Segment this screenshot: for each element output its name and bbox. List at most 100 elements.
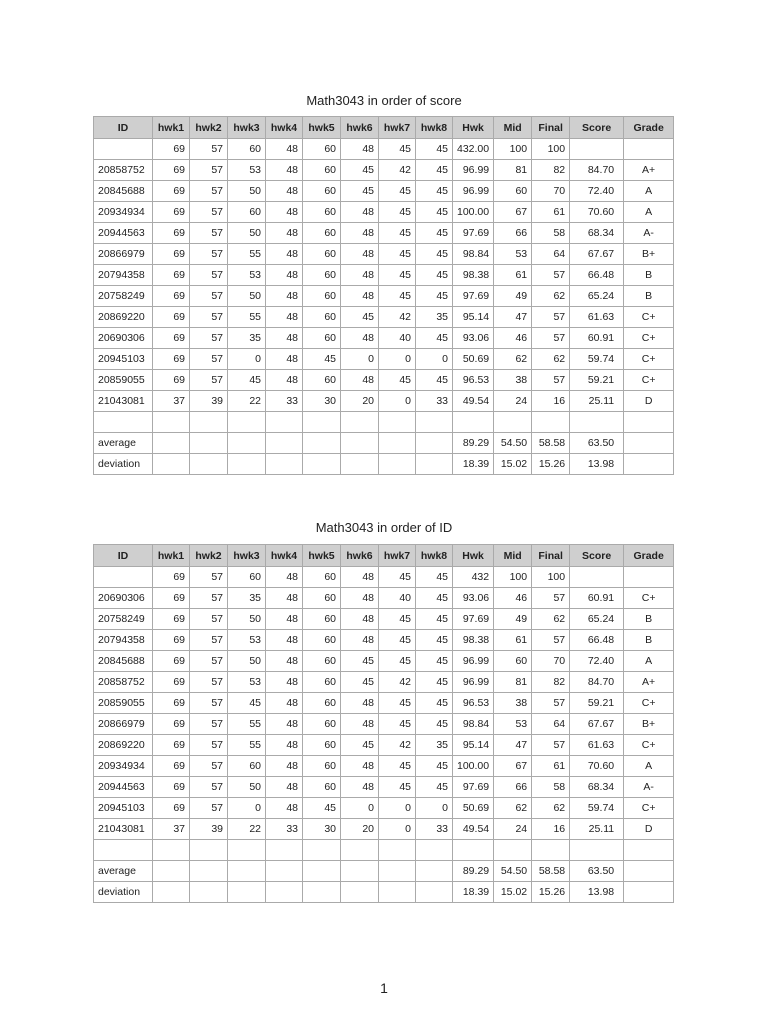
table-cell (227, 432, 266, 454)
table-cell: 60 (302, 243, 341, 265)
table-cell: 50.69 (451, 348, 495, 370)
table-cell: 49 (493, 285, 533, 307)
table-cell: 95.14 (451, 306, 495, 328)
column-header: hwk7 (378, 544, 416, 567)
table-cell: 60 (302, 306, 341, 328)
table-cell: 60 (302, 180, 341, 202)
table-cell: 69 (152, 692, 190, 714)
table-cell: 97.69 (451, 608, 495, 630)
table-cell: 72.40 (569, 650, 625, 672)
column-header: Grade (623, 544, 675, 567)
table-cell: 42 (378, 159, 416, 181)
table-cell (623, 411, 675, 433)
table-cell: 57 (189, 348, 228, 370)
column-header: hwk5 (302, 116, 341, 139)
table-cell: 69 (152, 180, 190, 202)
table-cell: 57 (531, 264, 571, 286)
table-cell: C+ (623, 327, 675, 349)
table-cell: 60 (302, 201, 341, 223)
table-cell: 20690306 (93, 587, 153, 609)
table-row: 21043081 37 39 22 33 30 20 0 33 49.54 24 16 25.11 D (93, 390, 675, 412)
table-cell: 20945103 (93, 348, 153, 370)
table-cell: C+ (623, 348, 675, 370)
table-cell: 20794358 (93, 264, 153, 286)
header-row: ID hwk1 hwk2 hwk3 hwk4 hwk5 hwk6 hwk7 hwk8 Hwk Mid… (93, 116, 675, 139)
table-cell: 69 (152, 264, 190, 286)
table-title-by-score: Math3043 in order of score (306, 93, 462, 108)
table-cell: A- (623, 776, 675, 798)
table-cell: 20934934 (93, 755, 153, 777)
table-cell: 60 (302, 222, 341, 244)
table-cell: 18.39 (451, 453, 495, 475)
column-header: hwk6 (340, 544, 379, 567)
table-cell: 45 (415, 692, 453, 714)
table-cell: B (623, 629, 675, 651)
table-cell: 48 (340, 201, 379, 223)
column-header: hwk1 (152, 544, 190, 567)
table-cell: 47 (493, 306, 533, 328)
table-cell: 57 (189, 734, 228, 756)
table-cell: 57 (189, 180, 228, 202)
table-cell: 89.29 (451, 860, 495, 882)
table-cell: 48 (340, 713, 379, 735)
table-cell: C+ (623, 734, 675, 756)
table-cell: 57 (531, 327, 571, 349)
table-cell: 50 (227, 285, 266, 307)
table-cell (340, 881, 379, 903)
table-cell: 53 (493, 243, 533, 265)
table-cell (93, 138, 153, 160)
table-cell: D (623, 390, 675, 412)
table-row: 69 57 60 48 60 48 45 45 432 100 100 (93, 566, 675, 588)
table-cell: 48 (265, 608, 303, 630)
table-cell: 69 (152, 587, 190, 609)
table-cell: 33 (415, 818, 453, 840)
table-cell: 35 (227, 327, 266, 349)
table-cell: 35 (415, 734, 453, 756)
table-cell: 69 (152, 566, 190, 588)
table-cell (227, 881, 266, 903)
table-cell: 59.74 (569, 348, 625, 370)
table-cell (531, 839, 571, 861)
table-cell: 60 (493, 650, 533, 672)
table-cell: 20794358 (93, 629, 153, 651)
table-cell: 38 (493, 692, 533, 714)
table-cell (227, 411, 266, 433)
table-cell: 96.99 (451, 650, 495, 672)
table-cell: 72.40 (569, 180, 625, 202)
table-cell: 0 (378, 348, 416, 370)
column-header: hwk8 (415, 544, 453, 567)
table-cell: 45 (378, 264, 416, 286)
table-cell (569, 839, 625, 861)
table-cell: 21043081 (93, 390, 153, 412)
table-cell: 96.99 (451, 671, 495, 693)
table-cell: 432.00 (451, 138, 495, 160)
table-cell: 0 (227, 348, 266, 370)
table-cell (623, 860, 675, 882)
table-cell: 68.34 (569, 222, 625, 244)
table-cell: 0 (378, 797, 416, 819)
table-cell: 33 (415, 390, 453, 412)
column-header: hwk8 (415, 116, 453, 139)
table-cell: 48 (340, 629, 379, 651)
table-cell (623, 839, 675, 861)
column-header: hwk3 (227, 544, 266, 567)
table-cell (265, 881, 303, 903)
table-cell: deviation (93, 881, 153, 903)
table-cell: 48 (265, 692, 303, 714)
column-header: ID (93, 544, 153, 567)
table-cell: 64 (531, 243, 571, 265)
table-cell: 81 (493, 671, 533, 693)
table-cell (451, 839, 495, 861)
table-cell: 69 (152, 222, 190, 244)
table-cell: 49.54 (451, 390, 495, 412)
table-cell (340, 411, 379, 433)
table-cell: 46 (493, 587, 533, 609)
table-cell: 48 (265, 797, 303, 819)
table-cell: 20866979 (93, 713, 153, 735)
table-cell: 15.02 (493, 881, 533, 903)
table-cell: 20934934 (93, 201, 153, 223)
table-cell: 50 (227, 180, 266, 202)
table-cell: 98.38 (451, 264, 495, 286)
table-cell: 69 (152, 671, 190, 693)
table-cell (265, 839, 303, 861)
